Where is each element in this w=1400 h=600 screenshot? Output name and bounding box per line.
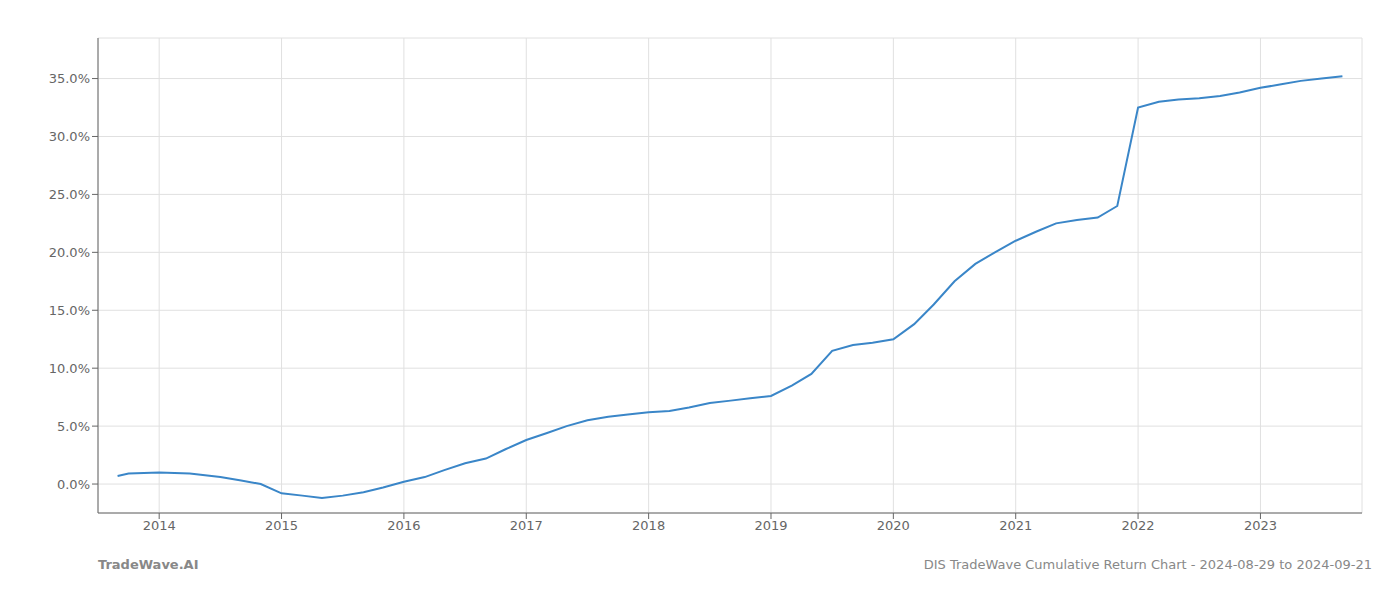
svg-text:2022: 2022 (1122, 518, 1155, 533)
svg-text:2017: 2017 (510, 518, 543, 533)
svg-text:2020: 2020 (877, 518, 910, 533)
html-text:DIS TradeWave Cumulative Retur: DIS TradeWave Cumulative Return Chart - … (923, 557, 1372, 572)
svg-text:35.0%: 35.0% (49, 71, 90, 86)
svg-text:5.0%: 5.0% (57, 419, 90, 434)
svg-text:20.0%: 20.0% (49, 245, 90, 260)
svg-text:2015: 2015 (265, 518, 298, 533)
svg-text:0.0%: 0.0% (57, 477, 90, 492)
svg-text:25.0%: 25.0% (49, 187, 90, 202)
svg-text:2018: 2018 (632, 518, 665, 533)
svg-text:10.0%: 10.0% (49, 361, 90, 376)
svg-text:30.0%: 30.0% (49, 129, 90, 144)
svg-text:2023: 2023 (1244, 518, 1277, 533)
html-text:TradeWave.AI: TradeWave.AI (98, 557, 199, 572)
svg-text:2014: 2014 (143, 518, 176, 533)
svg-text:2021: 2021 (999, 518, 1032, 533)
svg-text:2016: 2016 (387, 518, 420, 533)
svg-text:15.0%: 15.0% (49, 303, 90, 318)
svg-text:2019: 2019 (754, 518, 787, 533)
